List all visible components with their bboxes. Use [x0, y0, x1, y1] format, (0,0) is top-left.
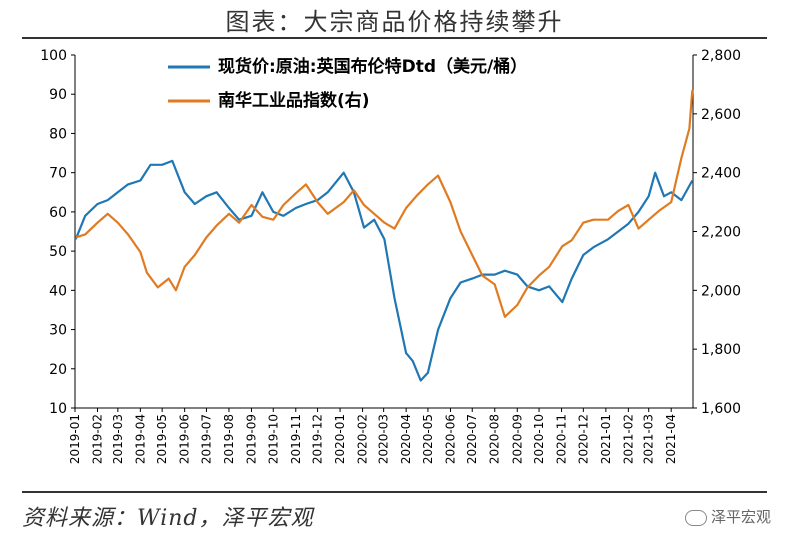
- x-tick-label: 2019-11: [289, 414, 303, 464]
- page-title: 图表：大宗商品价格持续攀升: [225, 8, 564, 36]
- x-tick-label: 2020-05: [421, 414, 435, 464]
- y-left-tick-label: 80: [49, 126, 67, 142]
- x-tick-label: 2019-01: [68, 414, 82, 464]
- series-lines: [74, 90, 694, 382]
- x-tick-label: 2019-08: [222, 414, 236, 464]
- x-tick-label: 2020-09: [510, 414, 524, 464]
- legend-label-nanhua: 南华工业品指数(右): [218, 90, 370, 111]
- y-left-tick-label: 20: [49, 362, 67, 378]
- y-left-tick-label: 10: [49, 401, 67, 417]
- x-tick-label: 2020-03: [377, 414, 391, 464]
- source-note: 资料来源：Wind，泽平宏观: [22, 506, 314, 531]
- source-divider: [22, 491, 767, 493]
- axes: 10 20 30 40 50 60 70 80 90 100 1,600 1,800 2,000 2,20…: [40, 48, 741, 464]
- series-line-nanhua: [75, 90, 694, 318]
- series-line-brent: [74, 159, 694, 382]
- x-tick-label: 2019-09: [244, 414, 258, 464]
- title-divider: [22, 37, 767, 39]
- chart: 10 20 30 40 50 60 70 80 90 100 1,600 1,800 2,000 2,20…: [40, 48, 741, 464]
- x-tick-label: 2020-01: [333, 414, 347, 464]
- x-tick-label: 2019-03: [111, 414, 125, 464]
- x-tick-label: 2019-12: [311, 414, 325, 464]
- y-left-tick-label: 100: [40, 48, 67, 64]
- wechat-icon: [684, 509, 707, 526]
- y-right-tick-label: 1,600: [701, 401, 741, 417]
- y-left-tick-label: 70: [49, 166, 67, 182]
- x-tick-label: 2019-05: [155, 414, 169, 464]
- legend: 现货价:原油:英国布伦特Dtd（美元/桶） 南华工业品指数(右): [168, 56, 527, 111]
- x-tick-label: 2021-03: [642, 414, 656, 464]
- watermark-text: 泽平宏观: [710, 508, 771, 526]
- x-tick-label: 2020-06: [443, 414, 457, 464]
- y-right-tick-label: 2,600: [701, 107, 741, 123]
- x-tick-label: 2019-06: [178, 414, 192, 464]
- x-tick-label: 2020-07: [465, 414, 479, 464]
- y-left-tick-label: 60: [49, 205, 67, 221]
- x-tick-label: 2021-04: [664, 414, 678, 464]
- y-right-tick-label: 2,800: [701, 48, 741, 64]
- legend-label-brent: 现货价:原油:英国布伦特Dtd（美元/桶）: [218, 56, 527, 77]
- x-tick-label: 2019-10: [266, 414, 280, 464]
- y-left-tick-label: 90: [49, 87, 67, 103]
- x-tick-label: 2021-02: [621, 414, 635, 464]
- watermark: 泽平宏观: [684, 506, 771, 527]
- x-tick-label: 2020-12: [576, 414, 590, 464]
- x-tick-label: 2019-04: [133, 414, 147, 464]
- x-tick-label: 2020-02: [356, 414, 370, 464]
- y-right-tick-label: 2,200: [701, 225, 741, 241]
- x-tick-label: 2019-02: [91, 414, 105, 464]
- x-tick-label: 2019-07: [199, 414, 213, 464]
- x-tick-label: 2020-04: [399, 414, 413, 464]
- y-right-tick-label: 2,000: [701, 283, 741, 299]
- y-left-tick-label: 50: [49, 244, 67, 260]
- y-right-tick-label: 1,800: [701, 342, 741, 358]
- y-left-tick-label: 30: [49, 323, 67, 339]
- y-right-tick-label: 2,400: [701, 166, 741, 182]
- x-tick-label: 2020-11: [555, 414, 569, 464]
- y-left-tick-label: 40: [49, 283, 67, 299]
- x-tick-label: 2021-01: [599, 414, 613, 464]
- x-tick-label: 2020-08: [488, 414, 502, 464]
- x-tick-label: 2020-10: [532, 414, 546, 464]
